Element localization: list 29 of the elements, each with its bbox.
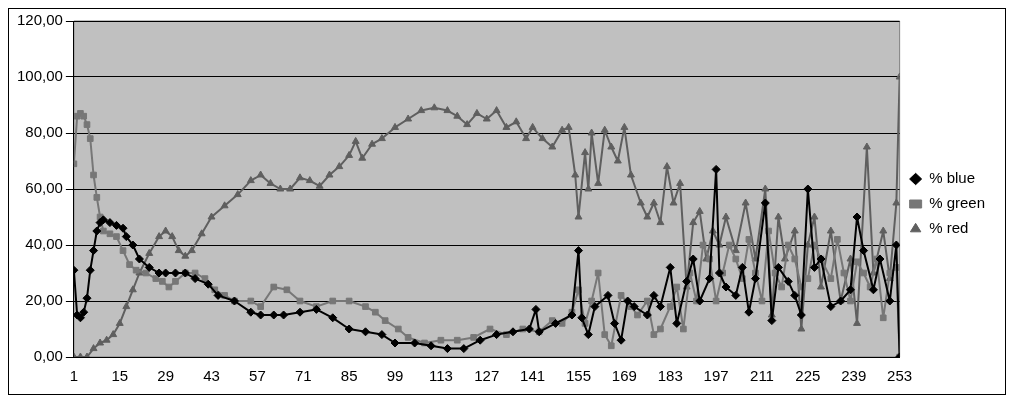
y-tick-label: 60,00 bbox=[25, 179, 63, 197]
x-tick-label: 141 bbox=[520, 367, 546, 385]
x-tick-label: 155 bbox=[565, 367, 592, 385]
y-tick-label: 100,00 bbox=[16, 67, 63, 85]
y-tick-label: 120,00 bbox=[16, 11, 63, 29]
x-tick-label: 43 bbox=[203, 367, 220, 385]
x-tick-label: 197 bbox=[703, 367, 729, 385]
x-tick-label: 57 bbox=[249, 367, 266, 385]
x-tick-label: 15 bbox=[111, 367, 129, 385]
y-tick-label: 40,00 bbox=[25, 235, 63, 253]
x-tick-label: 1 bbox=[69, 367, 79, 385]
x-tick-label: 211 bbox=[750, 367, 774, 385]
x-tick-label: 127 bbox=[474, 367, 500, 385]
x-tick-label: 29 bbox=[157, 367, 174, 385]
x-tick-label: 99 bbox=[386, 367, 404, 385]
x-tick-label: 71 bbox=[294, 367, 312, 385]
legend-label: % green bbox=[929, 194, 986, 212]
x-tick-label: 239 bbox=[841, 367, 867, 385]
legend-label: % red bbox=[929, 219, 969, 237]
legend-label: % blue bbox=[929, 169, 976, 187]
x-tick-label: 253 bbox=[887, 367, 913, 385]
x-tick-label: 169 bbox=[611, 367, 637, 385]
y-tick-label: 80,00 bbox=[25, 123, 63, 141]
x-tick-label: 113 bbox=[428, 367, 453, 385]
x-tick-label: 183 bbox=[657, 367, 683, 385]
x-tick-label: 85 bbox=[340, 367, 358, 385]
y-tick-label: 0,00 bbox=[33, 347, 63, 365]
x-tick-label: 225 bbox=[795, 367, 821, 385]
y-tick-label: 20,00 bbox=[25, 291, 63, 309]
